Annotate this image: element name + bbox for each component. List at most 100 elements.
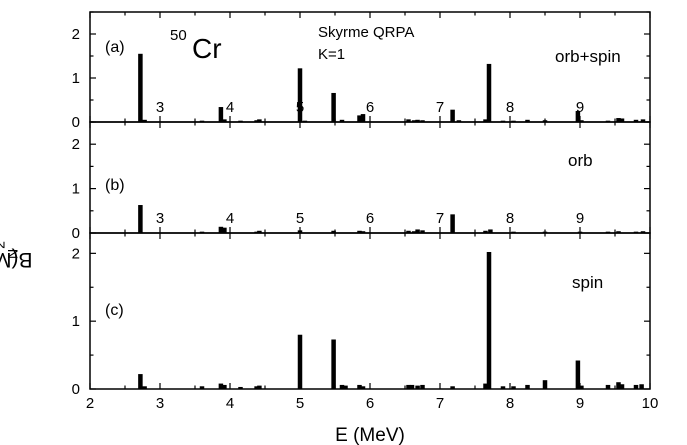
bar bbox=[633, 119, 639, 122]
bar bbox=[331, 339, 336, 389]
bar bbox=[343, 385, 348, 389]
bar bbox=[619, 118, 625, 122]
bar bbox=[450, 214, 455, 233]
x-tick-label: 4 bbox=[226, 210, 234, 227]
bar bbox=[579, 385, 584, 389]
bar bbox=[420, 384, 425, 389]
x-tick-label: 8 bbox=[506, 210, 514, 227]
y-tick-label: 0 bbox=[72, 114, 80, 131]
bar bbox=[605, 384, 611, 389]
bar bbox=[297, 68, 303, 122]
bar bbox=[360, 114, 366, 122]
bar bbox=[415, 385, 420, 389]
bar bbox=[357, 230, 362, 233]
bar bbox=[486, 63, 492, 122]
bar bbox=[257, 230, 262, 233]
bar bbox=[406, 119, 411, 122]
k-annotation: K=1 bbox=[318, 46, 345, 63]
bar bbox=[254, 386, 259, 389]
bar bbox=[199, 386, 205, 389]
bar bbox=[616, 118, 621, 122]
y-tick-label: 0 bbox=[72, 225, 80, 242]
y-axis-label-main: B(M1) (μ bbox=[0, 247, 33, 271]
x-tick-label: 7 bbox=[436, 210, 444, 227]
y-tick-label: 0 bbox=[72, 381, 80, 398]
bar bbox=[575, 360, 581, 389]
isotope-symbol: Cr bbox=[192, 33, 222, 64]
bar bbox=[575, 111, 581, 122]
bar bbox=[339, 384, 345, 389]
y-tick-label: 1 bbox=[72, 313, 80, 330]
series-label: spin bbox=[572, 273, 603, 292]
bar bbox=[222, 227, 227, 233]
x-tick-label: 5 bbox=[296, 395, 304, 412]
bar bbox=[142, 119, 147, 122]
bar bbox=[222, 119, 227, 122]
bar bbox=[450, 109, 455, 122]
x-tick-label: 3 bbox=[156, 210, 164, 227]
bar bbox=[483, 230, 488, 233]
bar bbox=[409, 384, 415, 389]
bar bbox=[640, 119, 646, 122]
y-tick-label: 2 bbox=[72, 245, 80, 262]
bar bbox=[297, 230, 303, 233]
bar bbox=[616, 382, 621, 389]
bar bbox=[415, 119, 420, 122]
x-tick-label: 5 bbox=[296, 210, 304, 227]
x-tick-label: 9 bbox=[576, 99, 584, 116]
x-tick-label: 3 bbox=[156, 99, 164, 116]
x-tick-label: 6 bbox=[366, 99, 374, 116]
y-tick-label: 2 bbox=[72, 26, 80, 43]
bar bbox=[406, 230, 411, 233]
bar bbox=[411, 120, 417, 122]
x-tick-label: 7 bbox=[436, 395, 444, 412]
panel-label: (c) bbox=[105, 302, 124, 319]
bar bbox=[218, 383, 224, 389]
bar bbox=[254, 120, 259, 122]
bar bbox=[360, 386, 366, 389]
panel-label: (b) bbox=[105, 177, 125, 194]
x-tick-label: 9 bbox=[576, 395, 584, 412]
bar bbox=[360, 231, 366, 233]
x-tick-label: 8 bbox=[506, 99, 514, 116]
isotope-mass-number: 50 bbox=[170, 27, 187, 44]
bar bbox=[500, 386, 506, 389]
bar bbox=[542, 380, 548, 389]
x-tick-label: 4 bbox=[226, 395, 234, 412]
bar bbox=[486, 251, 492, 389]
x-tick-label: 2 bbox=[86, 395, 94, 412]
x-tick-label: 6 bbox=[366, 210, 374, 227]
bar bbox=[297, 334, 303, 389]
bar bbox=[619, 384, 625, 389]
bar bbox=[483, 119, 488, 122]
bar bbox=[483, 383, 488, 389]
bar bbox=[357, 115, 362, 122]
bar bbox=[633, 384, 639, 389]
bar bbox=[456, 120, 462, 122]
x-tick-label: 10 bbox=[642, 395, 659, 412]
bar bbox=[331, 92, 336, 122]
bar bbox=[420, 230, 425, 233]
y-tick-label: 2 bbox=[72, 136, 80, 153]
bar bbox=[411, 231, 417, 233]
x-tick-label: 6 bbox=[366, 395, 374, 412]
bar bbox=[222, 384, 227, 389]
bar bbox=[257, 385, 262, 389]
bar bbox=[616, 231, 621, 233]
bar bbox=[640, 231, 646, 233]
bar bbox=[450, 386, 455, 389]
bar bbox=[138, 374, 143, 389]
bar bbox=[511, 386, 516, 389]
bar bbox=[488, 229, 493, 233]
bar bbox=[218, 107, 224, 122]
series-label: orb+spin bbox=[555, 47, 621, 66]
bar bbox=[639, 384, 644, 389]
bar bbox=[339, 119, 345, 122]
x-tick-label: 3 bbox=[156, 395, 164, 412]
bar bbox=[525, 384, 530, 389]
x-axis-title: E (MeV) bbox=[335, 425, 405, 445]
x-tick-label: 8 bbox=[506, 395, 514, 412]
series-label: orb bbox=[568, 151, 593, 170]
bar bbox=[357, 384, 362, 389]
bar bbox=[138, 53, 143, 122]
